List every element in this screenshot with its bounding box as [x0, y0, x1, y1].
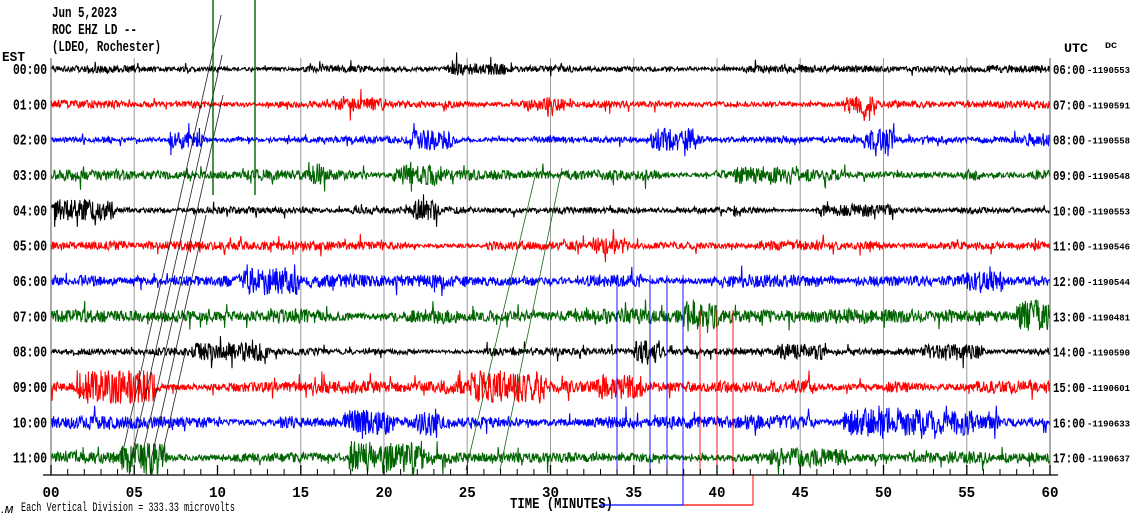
svg-text:Jun 5,2023: Jun 5,2023 — [52, 5, 117, 22]
svg-text:(LDEO, Rochester): (LDEO, Rochester) — [52, 39, 161, 56]
svg-text:08:00: 08:00 — [13, 345, 47, 362]
svg-text:25: 25 — [459, 485, 476, 502]
svg-text:02:00: 02:00 — [13, 133, 47, 150]
svg-text:10:00: 10:00 — [13, 415, 47, 432]
svg-text:-1190637: -1190637 — [1087, 454, 1130, 465]
svg-text:DC: DC — [1105, 42, 1117, 51]
svg-text:07:00: 07:00 — [1053, 98, 1085, 114]
svg-text:01:00: 01:00 — [13, 97, 47, 114]
svg-text:-1190553: -1190553 — [1087, 65, 1130, 76]
svg-text:-1190591: -1190591 — [1087, 100, 1130, 111]
svg-text:09:00: 09:00 — [13, 380, 47, 397]
svg-text:30: 30 — [542, 485, 559, 502]
svg-text:-1190544: -1190544 — [1087, 277, 1130, 288]
svg-text:00:00: 00:00 — [13, 62, 47, 79]
svg-text:15:00: 15:00 — [1053, 381, 1085, 397]
svg-text:09:00: 09:00 — [1053, 169, 1085, 185]
svg-text:UTC: UTC — [1064, 41, 1088, 56]
svg-text:10:00: 10:00 — [1053, 204, 1085, 220]
svg-text:-1190546: -1190546 — [1087, 242, 1130, 253]
svg-text:TIME (MINUTES): TIME (MINUTES) — [510, 496, 613, 513]
svg-text:05:00: 05:00 — [13, 239, 47, 256]
svg-text:55: 55 — [958, 485, 975, 502]
svg-text:-1190601: -1190601 — [1087, 383, 1130, 394]
svg-text:05: 05 — [126, 485, 143, 502]
svg-text:-1190633: -1190633 — [1087, 418, 1130, 429]
svg-text:-1190553: -1190553 — [1087, 206, 1130, 217]
svg-text:16:00: 16:00 — [1053, 416, 1085, 432]
svg-text:.м: .м — [1, 501, 14, 516]
svg-text:Each Vertical Division = 333.: Each Vertical Division = 333.33 microvol… — [21, 500, 235, 515]
svg-text:11:00: 11:00 — [1053, 240, 1085, 256]
svg-text:12:00: 12:00 — [1053, 275, 1085, 291]
svg-text:13:00: 13:00 — [1053, 310, 1085, 326]
svg-text:15: 15 — [292, 485, 309, 502]
svg-text:00: 00 — [43, 485, 60, 502]
svg-text:-1190558: -1190558 — [1087, 136, 1130, 147]
svg-text:45: 45 — [792, 485, 809, 502]
svg-text:10: 10 — [209, 485, 226, 502]
svg-text:07:00: 07:00 — [13, 309, 47, 326]
svg-text:14:00: 14:00 — [1053, 346, 1085, 362]
svg-text:-1190590: -1190590 — [1087, 348, 1130, 359]
svg-text:ROC EHZ LD --: ROC EHZ LD -- — [52, 22, 137, 39]
svg-text:06:00: 06:00 — [13, 274, 47, 291]
svg-text:-1190548: -1190548 — [1087, 171, 1130, 182]
svg-text:17:00: 17:00 — [1053, 452, 1085, 468]
svg-text:60: 60 — [1042, 485, 1059, 502]
svg-text:20: 20 — [376, 485, 393, 502]
svg-text:35: 35 — [625, 485, 642, 502]
svg-text:08:00: 08:00 — [1053, 134, 1085, 150]
svg-text:06:00: 06:00 — [1053, 63, 1085, 79]
svg-text:40: 40 — [709, 485, 726, 502]
svg-text:03:00: 03:00 — [13, 168, 47, 185]
svg-text:-1190481: -1190481 — [1087, 312, 1130, 323]
svg-text:50: 50 — [875, 485, 892, 502]
svg-text:04:00: 04:00 — [13, 203, 47, 220]
svg-text:11:00: 11:00 — [13, 451, 47, 468]
